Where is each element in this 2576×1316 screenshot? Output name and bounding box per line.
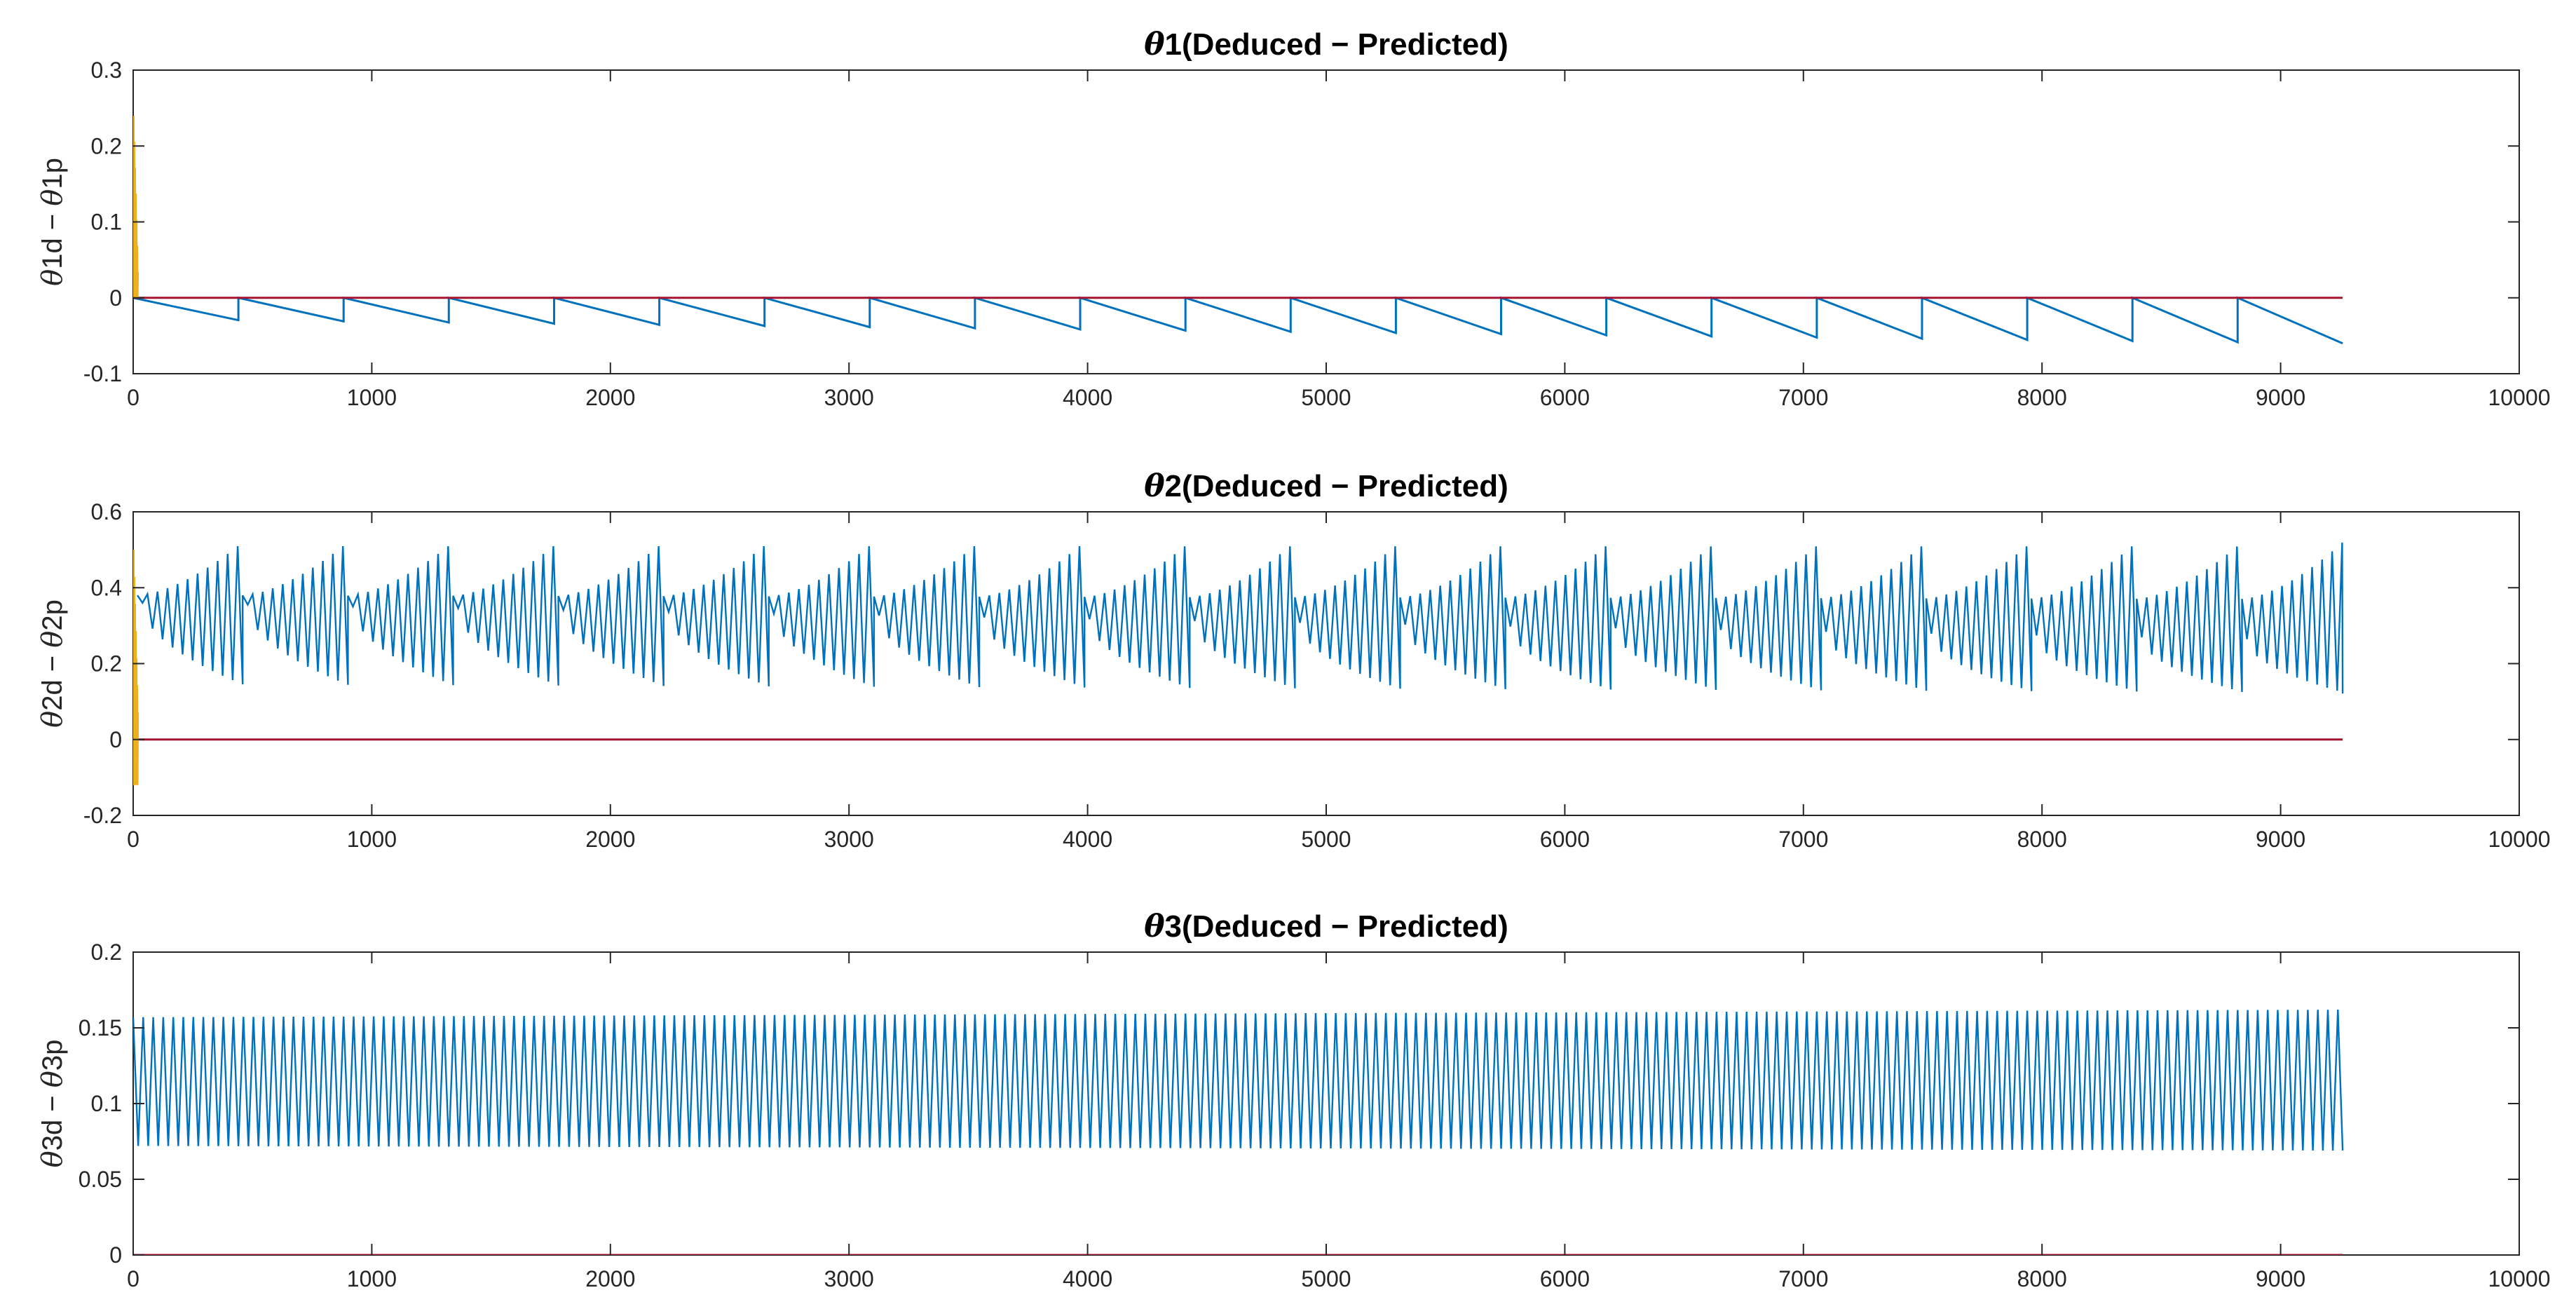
y-axis-label: θ1d − θ1p: [36, 158, 69, 286]
title-text: 3(Deduced − Predicted): [1165, 909, 1508, 944]
axes-title: θ3(Deduced − Predicted): [1144, 909, 1508, 944]
y-tick-label: 0.05: [79, 1167, 122, 1192]
x-tick-label: 4000: [1063, 1266, 1112, 1291]
title-theta-symbol: θ: [1144, 27, 1165, 62]
axes-title: θ1(Deduced − Predicted): [1144, 27, 1508, 62]
x-tick-label: 9000: [2256, 385, 2305, 410]
y-label-part: 1p: [37, 158, 68, 189]
x-tick-label: 3000: [824, 1266, 874, 1291]
x-tick-label: 10000: [2488, 827, 2551, 852]
y-tick-label: 0.3: [91, 57, 122, 83]
x-tick-label: 5000: [1301, 385, 1351, 410]
x-tick-label: 10000: [2488, 1266, 2551, 1291]
axes-title: θ2(Deduced − Predicted): [1144, 468, 1508, 504]
data-layer: [133, 115, 2343, 345]
x-tick-label: 8000: [2017, 1266, 2067, 1291]
axes-box: [132, 69, 2520, 374]
y-tick-label: 0.4: [91, 575, 122, 600]
x-tick-label: 9000: [2256, 1266, 2305, 1291]
y-tick-label: 0.1: [91, 1091, 122, 1116]
y-label-part: 3d −: [37, 1087, 68, 1151]
y-tick-label: 0.2: [91, 133, 122, 158]
series-initial-transient: [133, 550, 139, 785]
y-label-part: θ: [36, 1071, 69, 1087]
data-layer: [133, 1010, 2344, 1255]
y-tick-label: 0: [109, 727, 122, 752]
x-tick-label: 1000: [347, 1266, 397, 1291]
x-tick-label: 5000: [1301, 1266, 1351, 1291]
x-tick-label: 8000: [2017, 827, 2067, 852]
x-tick-label: 8000: [2017, 385, 2067, 410]
y-label-part: 2p: [37, 599, 68, 631]
x-tick-label: 5000: [1301, 827, 1351, 852]
y-label-part: 1d −: [37, 206, 68, 269]
y-tick-label: -0.2: [83, 803, 122, 828]
axes-panel-3: 0 1000 2000 3000 4000 5000 6000 7000 8000 9000 100…: [36, 909, 2550, 1291]
y-tick-label: 0: [109, 1242, 122, 1268]
y-tick-label: 0.2: [91, 651, 122, 677]
title-theta-symbol: θ: [1144, 468, 1165, 504]
y-label-part: θ: [36, 1151, 69, 1167]
y-label-part: θ: [36, 269, 69, 286]
title-text: 2(Deduced − Predicted): [1165, 469, 1508, 503]
x-tick-label: 1000: [347, 827, 397, 852]
x-tick-label: 9000: [2256, 827, 2305, 852]
x-tick-label: 3000: [824, 385, 874, 410]
x-tick-label: 0: [127, 827, 139, 852]
series-initial-transient: [133, 115, 139, 298]
y-tick-label: 0.6: [91, 499, 122, 524]
y-tick-label: 0.15: [79, 1015, 122, 1040]
axes-panel-2: 0 1000 2000 3000 4000 5000 6000 7000 8000 9000 100…: [36, 468, 2550, 852]
y-label-part: θ: [36, 711, 69, 728]
y-label-part: 3p: [37, 1040, 68, 1071]
x-tick-label: 7000: [1778, 827, 1828, 852]
x-tick-label: 10000: [2488, 385, 2551, 410]
x-tick-label: 2000: [585, 1266, 635, 1291]
y-axis-label: θ3d − θ3p: [36, 1040, 69, 1168]
x-tick-label: 1000: [347, 385, 397, 410]
x-tick-label: 6000: [1540, 1266, 1590, 1291]
data-layer: [133, 542, 2344, 785]
series-deduced-minus-predicted: [133, 1010, 2344, 1151]
x-tick-label: 3000: [824, 827, 874, 852]
y-label-part: θ: [36, 189, 69, 206]
x-tick-label: 0: [127, 385, 139, 410]
x-tick-label: 2000: [585, 827, 635, 852]
x-tick-label: 7000: [1778, 1266, 1828, 1291]
y-axis-label: θ2d − θ2p: [36, 599, 69, 728]
x-tick-label: 6000: [1540, 827, 1590, 852]
series-deduced-minus-predicted: [133, 296, 2343, 345]
x-tick-label: 0: [127, 1266, 139, 1291]
axes-panel-1: 0 1000 2000 3000 4000 5000 6000 7000 8000 9000 100…: [36, 27, 2550, 410]
y-tick-label: 0.2: [91, 939, 122, 965]
y-tick-label: -0.1: [83, 361, 122, 386]
x-tick-label: 6000: [1540, 385, 1590, 410]
y-tick-label: 0: [109, 285, 122, 311]
title-theta-symbol: θ: [1144, 909, 1165, 944]
title-text: 1(Deduced − Predicted): [1165, 27, 1508, 62]
x-tick-label: 4000: [1063, 385, 1112, 410]
y-label-part: θ: [36, 631, 69, 648]
y-label-part: 2d −: [37, 648, 68, 711]
x-tick-label: 2000: [585, 385, 635, 410]
x-tick-label: 4000: [1063, 827, 1112, 852]
series-deduced-minus-predicted: [137, 542, 2344, 694]
axes-box: [132, 511, 2520, 816]
x-tick-label: 7000: [1778, 385, 1828, 410]
y-tick-label: 0.1: [91, 210, 122, 235]
